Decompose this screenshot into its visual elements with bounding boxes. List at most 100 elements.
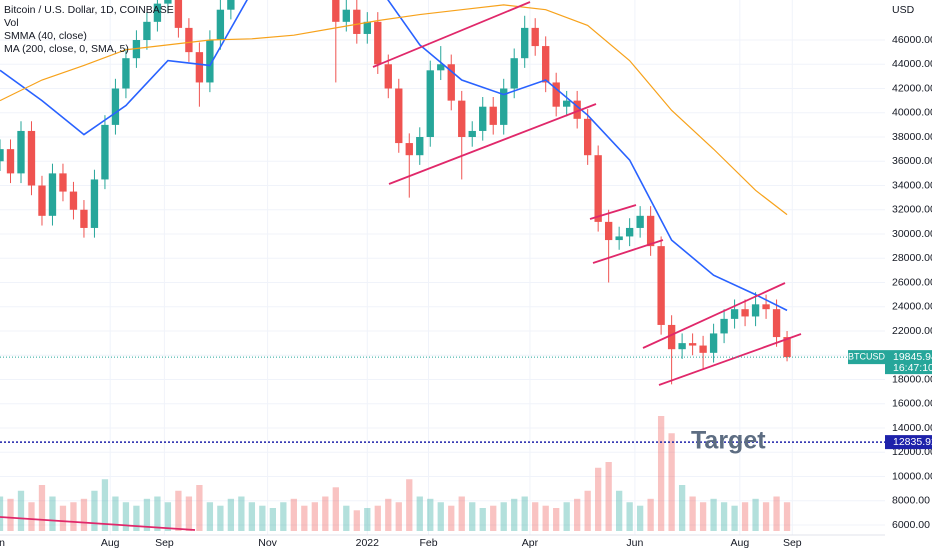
candle-body — [573, 100, 581, 119]
volume-bar — [185, 496, 193, 531]
channel-line — [0, 516, 196, 531]
channel-line — [642, 282, 786, 349]
y-tick-label: 16000.00 — [892, 398, 932, 410]
candle-body — [542, 46, 550, 83]
volume-bar — [584, 490, 591, 531]
volume-bar — [80, 498, 88, 531]
volume-bar — [699, 502, 707, 531]
y-tick-label: 26000.00 — [892, 276, 932, 288]
volume-bar — [437, 502, 444, 531]
volume-bar — [70, 502, 77, 531]
volume-bar — [248, 502, 256, 531]
y-tick-label: 34000.00 — [892, 179, 932, 191]
volume-bar — [91, 490, 98, 531]
volume-bar — [311, 502, 318, 531]
volume-bar — [122, 502, 130, 531]
candle-body — [720, 318, 728, 334]
candle-body — [17, 130, 25, 174]
target-tag — [885, 435, 932, 450]
y-tick-label: 14000.00 — [892, 422, 932, 434]
candle-body — [604, 221, 613, 241]
x-tick-label: Jun — [0, 537, 5, 549]
volume-bar — [49, 496, 56, 531]
volume-bar — [574, 498, 581, 531]
candle-body — [416, 137, 424, 156]
volume-bar — [406, 479, 413, 531]
candle-body — [132, 40, 141, 59]
y-tick-label: 42000.00 — [892, 82, 932, 94]
volume-bar — [657, 416, 665, 531]
drawings — [0, 1, 802, 531]
volume-bar — [710, 498, 717, 531]
last-price: 19845.94 — [893, 351, 932, 363]
volume-bar — [511, 498, 518, 531]
candle-body — [678, 343, 686, 350]
legend-volume: Vol — [4, 17, 19, 29]
candle-body — [0, 149, 4, 162]
volume-bar — [741, 502, 749, 531]
candle-body — [510, 58, 518, 89]
volume-bar — [678, 485, 686, 531]
y-tick-label: 8000.00 — [892, 495, 930, 507]
channel-line — [388, 103, 597, 185]
volume-bar — [563, 502, 570, 531]
volume-bar — [196, 485, 203, 531]
x-tick-label: Nov — [258, 537, 277, 549]
candle-body — [27, 130, 36, 186]
volume-bar — [427, 498, 434, 531]
candle-body — [90, 179, 99, 228]
chart-title: Bitcoin / U.S. Dollar, 1D, COINBASE — [4, 4, 174, 16]
channel-line — [589, 204, 637, 220]
candle-body — [227, 0, 235, 10]
channel-line — [592, 239, 664, 264]
target-text: Target — [691, 427, 766, 455]
volume-bar — [542, 505, 549, 531]
y-tick-label: 24000.00 — [892, 301, 932, 313]
x-tick-label: 2022 — [356, 537, 380, 549]
x-tick-label: Aug — [730, 537, 749, 549]
candle-body — [783, 337, 791, 358]
volume-bar — [7, 498, 14, 531]
volume-pane — [0, 416, 791, 531]
candle-body — [479, 106, 487, 131]
volume-bar — [605, 462, 612, 531]
x-tick-label: Sep — [155, 537, 174, 549]
candle-body — [563, 100, 571, 107]
candle-body — [437, 64, 445, 71]
overlay: 6000.008000.0010000.0012000.0014000.0016… — [0, 34, 932, 549]
candle-body — [69, 191, 78, 210]
candle-body — [80, 209, 88, 228]
candle-body — [447, 64, 455, 101]
volume-bar — [133, 505, 140, 531]
y-tick-label: 6000.00 — [892, 519, 930, 531]
legend-entry: MA (200, close, 0, SMA, 5) — [4, 43, 129, 55]
volume-bar — [206, 502, 214, 531]
channel-line — [658, 333, 802, 386]
candles — [0, 0, 791, 385]
volume-bar — [353, 510, 360, 531]
volume-bar — [259, 505, 266, 531]
x-tick-label: Sep — [783, 537, 802, 549]
candle-body — [625, 227, 634, 237]
volume-bar — [490, 505, 497, 531]
volume-bar — [332, 487, 339, 531]
price-tag — [885, 350, 932, 375]
target-price: 12835.92 — [893, 436, 932, 448]
candle-body — [374, 21, 382, 65]
y-tick-label: 44000.00 — [892, 58, 932, 70]
candle-body — [6, 149, 15, 174]
volume-bar — [762, 502, 770, 531]
volume-bar — [752, 498, 759, 531]
volume-bar — [458, 496, 465, 531]
x-tick-label: Aug — [101, 537, 120, 549]
candle-body — [332, 0, 340, 22]
symbol-label: BTCUSD — [848, 351, 886, 361]
volume-bar — [280, 502, 287, 531]
volume-bar — [17, 490, 25, 531]
candle-body — [363, 21, 371, 34]
candle-body — [111, 88, 120, 125]
candle-body — [667, 324, 676, 350]
volume-bar — [0, 496, 4, 531]
volume-bar — [595, 467, 602, 531]
